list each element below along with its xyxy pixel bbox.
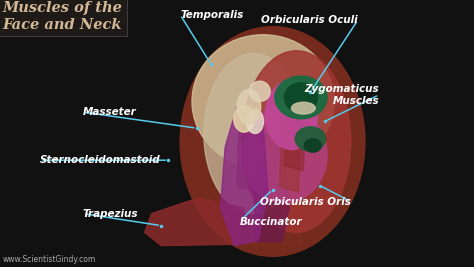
Text: Orbicularis Oris: Orbicularis Oris <box>260 197 351 207</box>
Ellipse shape <box>295 127 326 151</box>
Ellipse shape <box>204 53 303 214</box>
Polygon shape <box>254 134 289 242</box>
Ellipse shape <box>192 35 334 168</box>
Ellipse shape <box>292 102 315 114</box>
Ellipse shape <box>234 105 255 132</box>
Text: Masseter: Masseter <box>83 107 137 117</box>
Polygon shape <box>284 117 306 171</box>
Text: Temporalis: Temporalis <box>180 10 243 20</box>
Ellipse shape <box>265 80 318 150</box>
Polygon shape <box>237 116 258 191</box>
Polygon shape <box>145 198 244 246</box>
Ellipse shape <box>275 76 327 119</box>
Polygon shape <box>220 107 268 246</box>
Ellipse shape <box>249 81 270 101</box>
Polygon shape <box>280 115 301 192</box>
Text: Muscles of the
Face and Neck: Muscles of the Face and Neck <box>2 1 122 32</box>
Text: www.ScientistGindy.com: www.ScientistGindy.com <box>2 255 96 264</box>
Text: Zygomaticus
Muscles: Zygomaticus Muscles <box>305 84 379 105</box>
Polygon shape <box>230 187 306 246</box>
Text: Buccinator: Buccinator <box>239 217 302 227</box>
Ellipse shape <box>284 83 318 112</box>
Text: Orbicularis Oculi: Orbicularis Oculi <box>261 15 358 25</box>
Ellipse shape <box>246 109 264 134</box>
Ellipse shape <box>180 27 365 256</box>
Text: Trapezius: Trapezius <box>83 209 138 219</box>
Text: Sternocleidomastoid: Sternocleidomastoid <box>40 155 161 165</box>
Ellipse shape <box>242 107 327 203</box>
Ellipse shape <box>242 51 351 232</box>
Ellipse shape <box>237 89 261 124</box>
Ellipse shape <box>304 139 321 152</box>
